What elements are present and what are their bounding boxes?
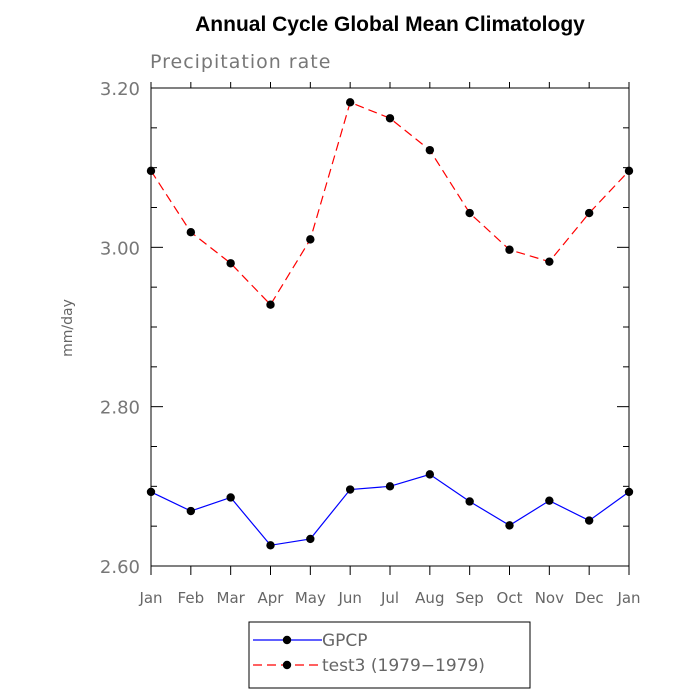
- data-point: [226, 259, 235, 268]
- y-tick-label: 2.80: [100, 398, 140, 419]
- legend: GPCP test3 (1979−1979): [248, 621, 531, 689]
- data-point: [584, 208, 594, 218]
- x-tick-label: Jun: [337, 589, 361, 607]
- legend-label: test3 (1979−1979): [322, 656, 485, 676]
- x-tick-label: Nov: [535, 589, 564, 607]
- data-point: [465, 208, 474, 218]
- data-point: [266, 300, 275, 309]
- data-point: [385, 482, 395, 491]
- plot-frame: [150, 87, 630, 567]
- data-point: [186, 227, 196, 237]
- x-tick-label: Jan: [138, 589, 162, 607]
- axis-ticks: [150, 82, 630, 575]
- data-point: [465, 497, 474, 506]
- y-tick-label: 3.00: [100, 238, 140, 259]
- series-line: [150, 101, 630, 306]
- legend-marker: [282, 635, 292, 645]
- x-tick-label: Sep: [456, 589, 484, 607]
- data-point: [186, 506, 196, 516]
- data-point: [266, 541, 275, 550]
- series-0: [146, 470, 634, 550]
- data-point: [306, 534, 315, 544]
- x-tick-label: Dec: [575, 589, 604, 607]
- data-point: [624, 487, 634, 497]
- data-point: [425, 145, 435, 155]
- x-tick-label: Feb: [178, 589, 205, 607]
- x-tick-label: May: [295, 589, 326, 607]
- x-tick-label: Oct: [497, 589, 523, 607]
- legend-marker: [282, 660, 292, 670]
- y-tick-label: 2.60: [100, 557, 140, 578]
- data-point: [146, 487, 156, 497]
- x-tick-label: Jul: [380, 589, 399, 607]
- x-tick-label: Jan: [616, 589, 640, 607]
- data-point: [385, 114, 395, 123]
- x-tick-label: Aug: [415, 589, 444, 607]
- legend-label: GPCP: [322, 631, 368, 651]
- data-point: [624, 166, 634, 176]
- legend-box: [248, 621, 531, 689]
- series-layer: [146, 98, 634, 550]
- data-point: [425, 470, 435, 479]
- series-1: [146, 98, 634, 309]
- data-point: [505, 245, 514, 254]
- data-point: [545, 257, 554, 266]
- chart-title: Annual Cycle Global Mean Climatology: [195, 13, 585, 36]
- y-tick-label: 3.20: [100, 79, 140, 100]
- chart-subtitle: Precipitation rate: [150, 51, 331, 73]
- x-tick-label: Apr: [258, 589, 285, 607]
- data-point: [146, 166, 156, 176]
- y-tick-labels: 2.60 2.80 3.00 3.20: [100, 79, 140, 578]
- y-axis-label: mm/day: [60, 299, 76, 357]
- data-point: [584, 516, 594, 525]
- data-point: [545, 496, 554, 505]
- x-tick-labels: Jan Feb Mar Apr May Jun Jul Aug Sep Oct Nov Dec Jan: [138, 589, 640, 607]
- data-point: [505, 521, 514, 530]
- data-point: [226, 493, 235, 502]
- data-point: [345, 98, 355, 107]
- data-point: [306, 235, 315, 244]
- data-point: [345, 485, 355, 494]
- x-tick-label: Mar: [217, 589, 246, 607]
